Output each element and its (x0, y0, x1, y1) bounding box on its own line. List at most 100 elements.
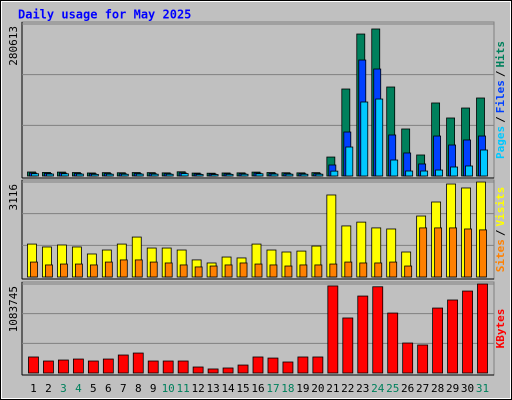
legend: Sites / Visits (494, 187, 507, 273)
x-tick-label: 19 (296, 382, 309, 395)
bar (75, 173, 84, 177)
bar (449, 227, 457, 278)
legend: KBytes (494, 309, 507, 349)
bar (61, 173, 69, 177)
bar (225, 173, 234, 177)
legend-entry: Visits (494, 187, 507, 227)
bar (345, 146, 354, 177)
legend: Pages / Files / Hits (494, 41, 507, 159)
x-tick-label: 11 (177, 382, 190, 395)
bar (135, 173, 144, 177)
x-tick-label: 29 (446, 382, 459, 395)
bar (164, 262, 173, 278)
x-tick-label: 25 (386, 382, 399, 395)
bar (375, 98, 384, 177)
x-tick-label: 22 (341, 382, 354, 395)
bar (297, 356, 309, 374)
bar (194, 266, 203, 278)
bar (435, 169, 444, 177)
bar (30, 261, 38, 278)
bar (419, 227, 428, 278)
x-tick-label: 15 (236, 382, 249, 395)
x-tick-label: 21 (326, 382, 339, 395)
bar (72, 358, 84, 374)
bar (357, 295, 369, 374)
x-tick-label: 4 (75, 382, 82, 395)
x-tick-label: 7 (120, 382, 127, 395)
x-tick-label: 27 (416, 382, 429, 395)
bar (402, 342, 414, 374)
x-tick-label: 9 (150, 382, 157, 395)
bar (254, 263, 263, 278)
x-tick-label: 1 (30, 382, 37, 395)
bar (299, 264, 308, 278)
bar (434, 227, 443, 278)
x-tick-label: 10 (162, 382, 175, 395)
bar (465, 165, 473, 177)
bar (102, 358, 114, 374)
bar (120, 173, 129, 177)
bar (282, 361, 294, 374)
bar (255, 173, 264, 177)
x-tick-label: 13 (206, 382, 219, 395)
bar (31, 173, 39, 177)
x-tick-label: 6 (105, 382, 112, 395)
bar (329, 263, 338, 278)
bar (58, 359, 69, 374)
chart-title: Daily usage for May 2025 (18, 8, 191, 22)
bar (209, 265, 218, 278)
bar (90, 173, 99, 177)
bar (390, 159, 399, 177)
bar (132, 352, 144, 374)
x-tick-label: 16 (251, 382, 264, 395)
bar (195, 174, 204, 177)
bar (222, 367, 234, 374)
bar (105, 173, 114, 177)
bar (134, 259, 143, 278)
legend-entry: Sites (494, 239, 507, 272)
bar (314, 264, 323, 278)
bar (147, 360, 159, 374)
bar (237, 364, 249, 374)
x-tick-label: 14 (221, 382, 235, 395)
x-tick-label: 12 (192, 382, 205, 395)
bar (477, 283, 488, 374)
bar (330, 170, 339, 177)
bar (344, 261, 353, 278)
x-tick-label: 18 (281, 382, 294, 395)
y-tick-label: 280613 (7, 26, 20, 66)
x-tick-label: 3 (60, 382, 67, 395)
bar (240, 173, 249, 177)
bar (60, 263, 68, 278)
panel (21, 21, 495, 179)
x-tick-label: 30 (461, 382, 474, 395)
x-tick-label: 28 (431, 382, 444, 395)
legend-separator: / (494, 70, 507, 77)
bar (372, 286, 384, 374)
bar (46, 173, 54, 177)
legend-entry: Pages (494, 126, 507, 159)
x-tick-label: 20 (311, 382, 324, 395)
bar (89, 264, 98, 278)
x-tick-label: 31 (476, 382, 489, 395)
x-tick-label: 5 (90, 382, 97, 395)
bar (74, 263, 83, 278)
bar (87, 360, 99, 374)
bar (284, 265, 293, 278)
bar (104, 261, 113, 278)
bar (404, 265, 413, 278)
bar (252, 356, 264, 374)
bar (300, 173, 309, 177)
bar (315, 173, 324, 177)
bar (149, 261, 158, 278)
bar (389, 261, 398, 278)
bar (359, 262, 368, 278)
x-tick-label: 24 (371, 382, 385, 395)
bar (165, 173, 174, 177)
bar (207, 368, 219, 374)
legend-entry: Hits (494, 41, 507, 68)
bar (150, 173, 159, 177)
bar (450, 166, 458, 177)
